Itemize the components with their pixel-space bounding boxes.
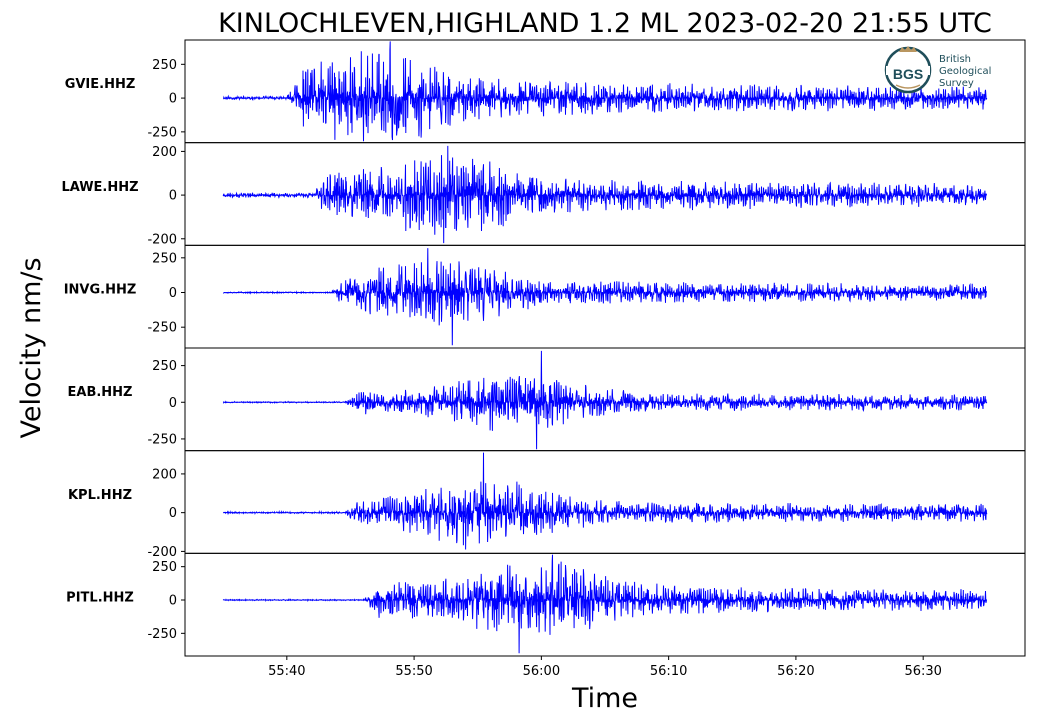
y-tick-label: -250 — [147, 627, 177, 642]
y-tick-label: -200 — [147, 232, 177, 247]
panel-INVG.HHZ: 250 0 -250 INVG.HHZ — [64, 244, 1026, 349]
y-tick-label: -250 — [147, 321, 177, 336]
bgs-logo: BGS British Geological Survey — [884, 46, 991, 94]
y-tick-label: 0 — [169, 92, 177, 107]
station-label: PITL.HHZ — [66, 590, 134, 605]
waveform-PITL.HHZ — [222, 554, 988, 654]
panel-GVIE.HHZ: 250 0 -250 GVIE.HHZ — [65, 39, 1026, 144]
panel-frame-PITL.HHZ — [184, 552, 1026, 657]
x-tick-label: 56:20 — [777, 664, 814, 679]
y-tick-label: 250 — [152, 359, 177, 374]
y-tick-label: 0 — [169, 396, 177, 411]
panels-group: 250 0 -250 GVIE.HHZ 200 0 -200 LAWE.HHZ 250 0 -250… — [61, 39, 1026, 657]
waveform-EAB.HHZ — [222, 350, 988, 450]
station-label: KPL.HHZ — [68, 488, 132, 503]
station-label: INVG.HHZ — [64, 282, 137, 297]
logo-abbr: BGS — [893, 66, 923, 82]
x-axis-label: Time — [571, 683, 638, 714]
logo-line-1: British — [939, 54, 971, 65]
y-tick-label: 200 — [152, 467, 177, 482]
waveform-INVG.HHZ — [223, 248, 987, 346]
y-tick-label: 0 — [169, 189, 177, 204]
x-tick-label: 55:40 — [268, 664, 305, 679]
chart-title: KINLOCHLEVEN,HIGHLAND 1.2 ML 2023-02-20 … — [218, 8, 992, 39]
y-tick-label: 250 — [152, 560, 177, 575]
x-tick-label: 55:50 — [395, 664, 432, 679]
y-tick-label: 250 — [152, 251, 177, 266]
y-tick-label: -250 — [147, 125, 177, 140]
x-tick-label: 56:10 — [650, 664, 687, 679]
y-tick-label: 0 — [169, 286, 177, 301]
crown-icon — [899, 46, 917, 52]
panel-frame-KPL.HHZ — [184, 450, 1026, 554]
y-tick-label: 200 — [152, 145, 177, 160]
y-tick-label: -200 — [147, 545, 177, 560]
logo-line-3: Survey — [939, 78, 974, 89]
station-label: EAB.HHZ — [68, 385, 133, 400]
panel-KPL.HHZ: 200 0 -200 KPL.HHZ — [68, 450, 1026, 560]
y-tick-label: 0 — [169, 506, 177, 521]
station-label: LAWE.HHZ — [61, 180, 138, 195]
y-tick-label: 0 — [169, 594, 177, 609]
y-tick-label: 250 — [152, 58, 177, 73]
panel-EAB.HHZ: 250 0 -250 EAB.HHZ — [68, 347, 1026, 452]
panel-PITL.HHZ: 250 0 -250 PITL.HHZ — [66, 552, 1026, 657]
x-tick-label: 56:00 — [523, 664, 560, 679]
panel-LAWE.HHZ: 200 0 -200 LAWE.HHZ — [61, 142, 1026, 247]
y-tick-label: -250 — [147, 432, 177, 447]
x-axis: 55:40 55:50 56:00 56:10 56:20 56:30 — [268, 656, 942, 679]
waveform-GVIE.HHZ — [223, 41, 988, 142]
y-axis-label: Velocity nm/s — [16, 257, 47, 438]
waveform-LAWE.HHZ — [222, 145, 987, 244]
x-tick-label: 56:30 — [904, 664, 941, 679]
logo-band — [886, 66, 930, 75]
logo-wave — [895, 84, 921, 89]
logo-line-2: Geological — [939, 66, 991, 77]
waveform-KPL.HHZ — [222, 452, 988, 550]
station-label: GVIE.HHZ — [65, 77, 136, 92]
